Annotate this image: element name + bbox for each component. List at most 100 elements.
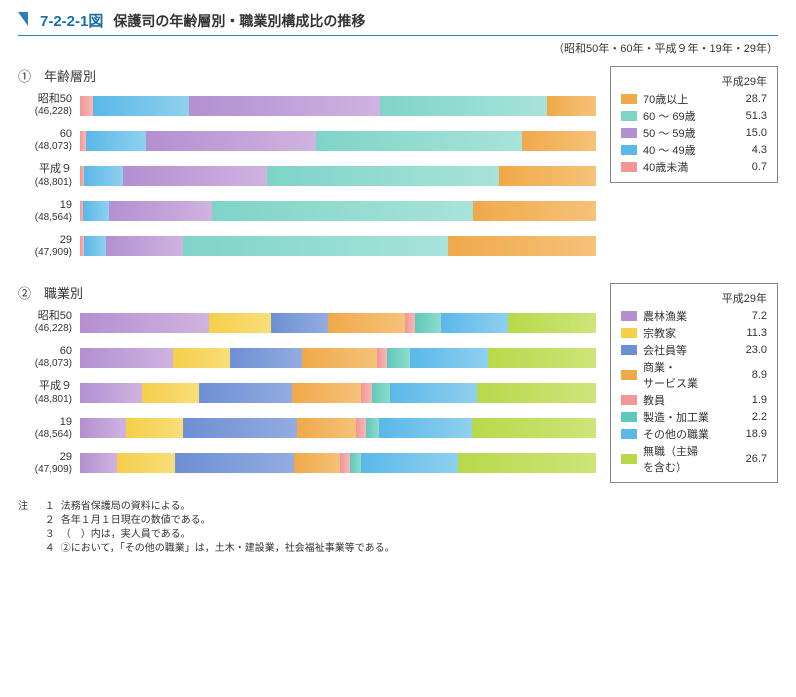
figure-header: 7-2-2-1図 保護司の年齢層別・職業別構成比の推移 bbox=[18, 10, 778, 36]
chart-age: 昭和50(46,228)60(48,073)平成９(48,801)19(48,5… bbox=[18, 93, 596, 259]
legend-item: 40歳未満0.7 bbox=[621, 159, 767, 175]
section-age: ① 年齢層別 昭和50(46,228)60(48,073)平成９(48,801)… bbox=[18, 66, 778, 269]
legend-title: 平成29年 bbox=[621, 73, 767, 89]
legend-swatch bbox=[621, 128, 637, 138]
bar-segment bbox=[366, 418, 379, 438]
bar-segment bbox=[93, 96, 188, 116]
legend-value: 7.2 bbox=[735, 310, 767, 322]
bar-segment bbox=[80, 453, 117, 473]
bar-segment bbox=[377, 348, 387, 368]
note-line: ３（ ）内は，実人員である。 bbox=[43, 528, 395, 542]
legend-age: 平成29年70歳以上28.760 ～ 69歳51.350 ～ 59歳15.040… bbox=[610, 66, 778, 183]
section2-heading: ② 職業別 bbox=[18, 283, 596, 302]
note-line: １法務省保護局の資料による。 bbox=[43, 500, 395, 514]
bar-segment bbox=[387, 348, 410, 368]
row-label: 昭和50(46,228) bbox=[18, 93, 80, 118]
legend-swatch bbox=[621, 412, 637, 422]
legend-label: 40歳未満 bbox=[643, 159, 729, 175]
bar-segment bbox=[390, 383, 478, 403]
legend-value: 28.7 bbox=[735, 93, 767, 105]
legend-label: 40 ～ 49歳 bbox=[643, 142, 729, 158]
legend-value: 1.9 bbox=[735, 394, 767, 406]
chart-row: 19(48,564) bbox=[18, 416, 596, 441]
legend-label: 会社員等 bbox=[643, 342, 729, 358]
bar-segment bbox=[183, 418, 297, 438]
legend-label: 教員 bbox=[643, 392, 729, 408]
row-label: 29(47,909) bbox=[18, 234, 80, 259]
legend-item: その他の職業18.9 bbox=[621, 426, 767, 442]
bar-segment bbox=[86, 131, 145, 151]
bar-segment bbox=[142, 383, 199, 403]
legend-label: 製造・加工業 bbox=[643, 409, 729, 425]
legend-value: 51.3 bbox=[735, 110, 767, 122]
figure-subtitle: （昭和50年・60年・平成９年・19年・29年） bbox=[18, 40, 778, 56]
legend-item: 40 ～ 49歳4.3 bbox=[621, 142, 767, 158]
bar-segment bbox=[199, 383, 292, 403]
note-line: ４②において，「その他の職業」は，土木・建設業，社会福祉事業等である。 bbox=[43, 542, 395, 556]
bar-segment bbox=[212, 201, 473, 221]
legend-swatch bbox=[621, 94, 637, 104]
legend-value: 18.9 bbox=[735, 428, 767, 440]
row-label: 19(48,564) bbox=[18, 199, 80, 224]
chart-row: 平成９(48,801) bbox=[18, 380, 596, 405]
chart-row: 60(48,073) bbox=[18, 128, 596, 153]
bar-segment bbox=[292, 383, 362, 403]
legend-item: 会社員等 23.0 bbox=[621, 342, 767, 358]
bar-segment bbox=[499, 166, 595, 186]
bar-segment bbox=[109, 201, 212, 221]
legend-value: 15.0 bbox=[735, 127, 767, 139]
bar-segment bbox=[84, 236, 106, 256]
stacked-bar bbox=[80, 313, 596, 333]
bar-segment bbox=[173, 348, 230, 368]
bar-segment bbox=[356, 418, 366, 438]
bar-segment bbox=[458, 453, 596, 473]
bar-segment bbox=[410, 348, 487, 368]
stacked-bar bbox=[80, 348, 596, 368]
chart-occupation: 昭和50(46,228) 60(48,073) 平成９(48,801) 19(48,5… bbox=[18, 310, 596, 476]
bar-segment bbox=[84, 166, 123, 186]
chart-row: 昭和50(46,228) bbox=[18, 310, 596, 335]
bar-segment bbox=[106, 236, 183, 256]
bar-segment bbox=[372, 383, 390, 403]
notes: 注 １法務省保護局の資料による。２各年１月１日現在の数値である。３（ ）内は，実… bbox=[18, 500, 778, 556]
legend-value: 23.0 bbox=[735, 344, 767, 356]
legend-item: 商業・ サービス業8.9 bbox=[621, 359, 767, 391]
legend-label: 商業・ サービス業 bbox=[643, 359, 729, 391]
notes-head: 注 bbox=[18, 500, 40, 514]
legend-label: 農林漁業 bbox=[643, 308, 729, 324]
stacked-bar bbox=[80, 131, 596, 151]
bar-segment bbox=[83, 201, 109, 221]
bar-segment bbox=[340, 453, 350, 473]
bar-segment bbox=[80, 383, 142, 403]
legend-swatch bbox=[621, 454, 637, 464]
legend-title: 平成29年 bbox=[621, 290, 767, 306]
header-triangle bbox=[18, 12, 28, 26]
stacked-bar bbox=[80, 383, 596, 403]
bar-segment bbox=[230, 348, 302, 368]
bar-segment bbox=[183, 236, 448, 256]
legend-swatch bbox=[621, 395, 637, 405]
bar-segment bbox=[117, 453, 175, 473]
legend-value: 11.3 bbox=[735, 327, 767, 339]
legend-swatch bbox=[621, 345, 637, 355]
row-label: 60(48,073) bbox=[18, 128, 80, 153]
legend-swatch bbox=[621, 162, 637, 172]
figure-number: 7-2-2-1図 bbox=[40, 10, 103, 31]
bar-segment bbox=[522, 131, 596, 151]
chart-row: 昭和50(46,228) bbox=[18, 93, 596, 118]
bar-segment bbox=[80, 418, 126, 438]
legend-swatch bbox=[621, 328, 637, 338]
bar-segment bbox=[379, 418, 472, 438]
legend-occupation: 平成29年農林漁業7.2宗教家11.3会社員等23.0商業・ サービス業8.9教… bbox=[610, 283, 778, 483]
legend-swatch bbox=[621, 370, 637, 380]
legend-item: 製造・加工業2.2 bbox=[621, 409, 767, 425]
bar-segment bbox=[297, 418, 356, 438]
bar-segment bbox=[175, 453, 294, 473]
bar-segment bbox=[448, 236, 596, 256]
legend-item: 無職（主婦 を含む）26.7 bbox=[621, 443, 767, 475]
bar-segment bbox=[472, 418, 596, 438]
legend-swatch bbox=[621, 311, 637, 321]
legend-swatch bbox=[621, 429, 637, 439]
row-label: 60(48,073) bbox=[18, 345, 80, 370]
bar-segment bbox=[80, 313, 209, 333]
